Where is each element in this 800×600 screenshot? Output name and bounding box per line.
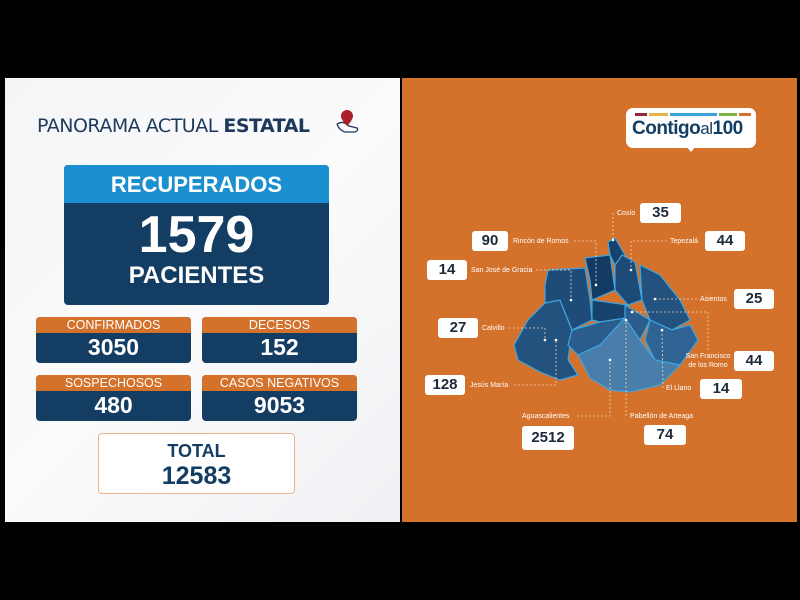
- municipality-value: 14: [427, 260, 467, 280]
- title-light: PANORAMA ACTUAL: [37, 115, 218, 137]
- total-label: TOTAL: [167, 441, 226, 461]
- map-point: [608, 358, 612, 362]
- municipality-value: 90: [472, 231, 508, 251]
- logo-stripe: [670, 113, 717, 116]
- map-point: [554, 338, 558, 342]
- region-tepezala: [614, 254, 643, 306]
- municipality-name: Asientos: [700, 296, 727, 303]
- total-value: 12583: [161, 462, 232, 490]
- municipality-value: 44: [705, 231, 745, 251]
- map-point: [543, 338, 547, 342]
- municipality-value: 128: [425, 375, 465, 395]
- logo-stripe: [719, 113, 737, 116]
- map-point: [629, 268, 633, 272]
- municipality-value: 35: [640, 203, 681, 223]
- municipality-name: San Francisco de los Romo: [685, 353, 731, 369]
- stat-decesos: DECESOS 152: [202, 317, 357, 363]
- municipality-value: 74: [644, 425, 686, 445]
- recuperados-value: 1579: [138, 206, 255, 264]
- municipality-name: Rincón de Romos: [513, 238, 569, 245]
- municipality-value: 14: [700, 379, 742, 399]
- stat-label: SOSPECHOSOS: [36, 375, 191, 391]
- map-point: [630, 310, 634, 314]
- stat-value: 480: [94, 392, 133, 418]
- page-title: PANORAMA ACTUAL ESTATAL: [37, 115, 310, 137]
- stat-value: 3050: [87, 334, 140, 360]
- map-point: [624, 318, 628, 322]
- logo-stripe: [649, 113, 668, 116]
- map-point: [611, 238, 615, 242]
- stat-label: CONFIRMADOS: [36, 317, 191, 333]
- map-point: [594, 283, 598, 287]
- stat-casos-negativos: CASOS NEGATIVOS 9053: [202, 375, 357, 421]
- municipality-name: San José de Gracia: [471, 267, 533, 274]
- region-aguascalientes: [577, 317, 682, 393]
- title-bold: ESTATAL: [223, 115, 310, 137]
- recuperados-unit: PACIENTES: [128, 262, 265, 289]
- municipality-name: Aguascalientes: [522, 413, 570, 420]
- municipality-value: 2512: [522, 426, 574, 450]
- stat-label: CASOS NEGATIVOS: [202, 375, 357, 391]
- aguascalientes-map: [509, 213, 709, 417]
- left-panel: PANORAMA ACTUAL ESTATAL RECUPERADOS 1579…: [5, 78, 400, 522]
- municipality-value: 44: [734, 351, 774, 371]
- total-card: TOTAL 12583: [98, 433, 295, 494]
- recuperados-label: RECUPERADOS: [64, 165, 329, 203]
- contigo-al-100-logo: Contigoal100: [626, 108, 756, 152]
- municipality-name: Calvillo: [482, 325, 505, 332]
- logo-stripe: [739, 113, 751, 116]
- municipality-name: Cosío: [617, 210, 636, 217]
- map-point: [653, 297, 657, 301]
- map-point: [660, 328, 664, 332]
- region-asientos: [639, 264, 691, 331]
- stat-value: 152: [260, 334, 299, 360]
- stat-label: DECESOS: [202, 317, 357, 333]
- logo-stripe: [635, 113, 647, 116]
- map-point: [569, 298, 573, 302]
- leader-line: [630, 240, 667, 270]
- leader-line: [509, 327, 546, 340]
- hand-with-location-pin-icon: [336, 110, 359, 133]
- leader-line: [574, 240, 597, 285]
- municipality-name: Pabellón de Arteaga: [630, 413, 694, 420]
- leader-line: [577, 360, 611, 417]
- stat-confirmados: CONFIRMADOS 3050: [36, 317, 191, 363]
- municipality-name: Jesús María: [470, 382, 509, 389]
- leader-line: [661, 329, 664, 389]
- stat-value: 9053: [253, 392, 306, 418]
- region-el-llano: [644, 319, 699, 366]
- municipality-value: 25: [734, 289, 774, 309]
- recuperados-card: RECUPERADOS 1579 PACIENTES: [64, 165, 329, 305]
- municipality-name: El Llano: [666, 385, 692, 392]
- right-panel: Contigoal100 35 Cosío 90 Rincón de Romos 44 T…: [402, 78, 797, 522]
- leader-line: [514, 340, 557, 386]
- leader-line: [632, 311, 709, 350]
- region-rincon-de-romos: [584, 254, 616, 301]
- stat-sospechosos: SOSPECHOSOS 480: [36, 375, 191, 421]
- municipality-name: Tepezalá: [670, 238, 699, 245]
- municipality-value: 27: [438, 318, 478, 338]
